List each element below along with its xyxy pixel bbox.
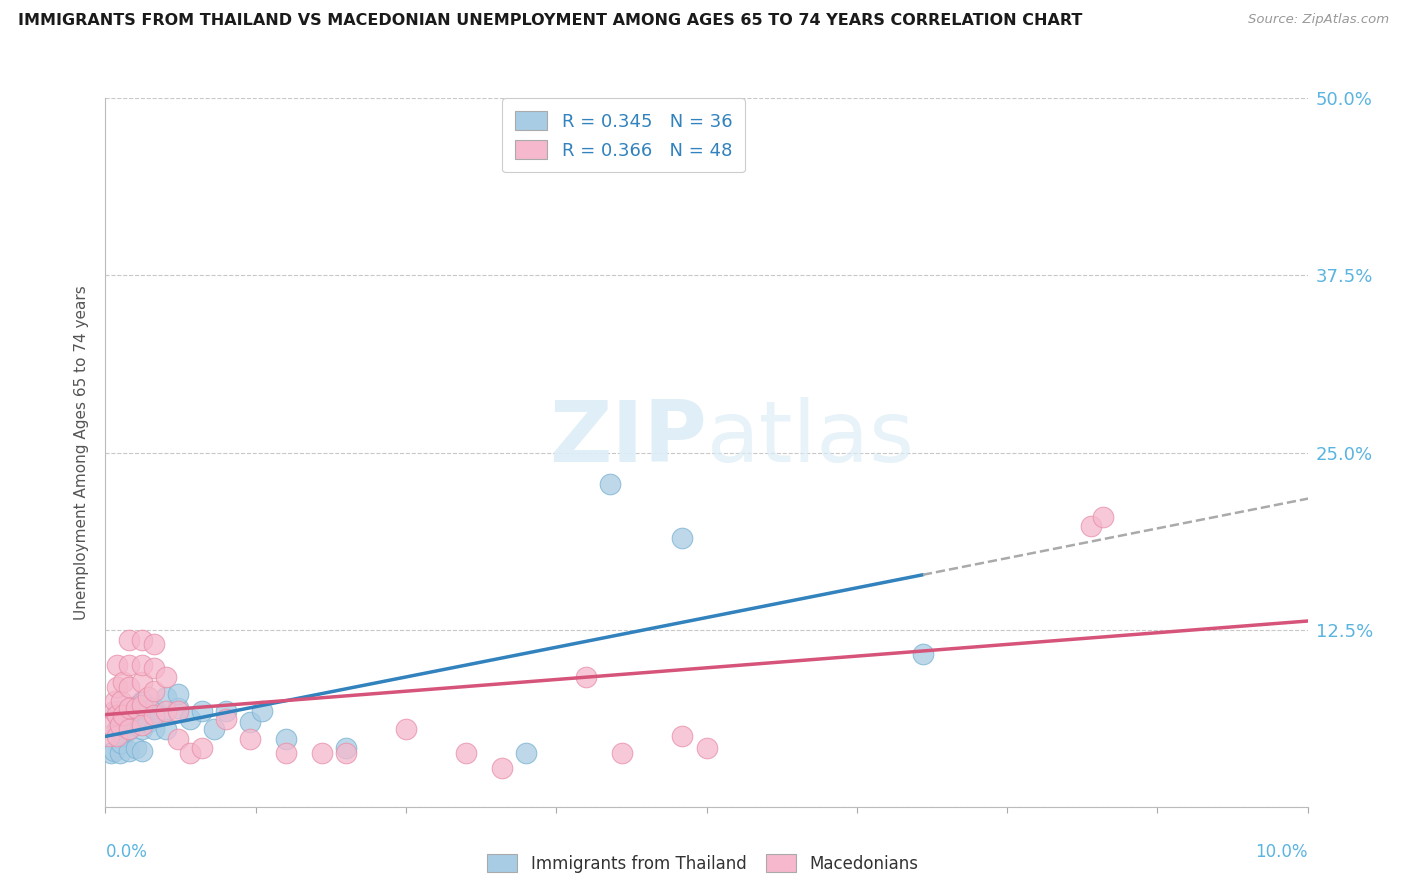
Point	[131, 658, 153, 673]
Point	[274, 747, 297, 761]
Point	[202, 723, 225, 737]
Point	[100, 747, 122, 761]
Point	[335, 747, 357, 761]
Point	[239, 715, 262, 730]
Point	[179, 747, 201, 761]
Point	[118, 701, 141, 715]
Point	[124, 701, 146, 715]
Point	[142, 684, 165, 698]
Point	[110, 694, 132, 708]
Point	[131, 675, 153, 690]
Point	[142, 661, 165, 675]
Text: ZIP: ZIP	[548, 397, 707, 480]
Point	[696, 740, 718, 755]
Text: 0.0%: 0.0%	[105, 843, 148, 861]
Point	[166, 701, 188, 715]
Point	[612, 747, 634, 761]
Point	[112, 730, 135, 744]
Point	[155, 670, 177, 684]
Point	[107, 704, 129, 718]
Point	[1092, 509, 1115, 524]
Point	[131, 723, 153, 737]
Point	[599, 476, 621, 491]
Point	[131, 743, 153, 757]
Point	[166, 687, 188, 701]
Point	[155, 690, 177, 704]
Point	[575, 670, 598, 684]
Point	[118, 632, 141, 647]
Point	[190, 704, 212, 718]
Point	[108, 718, 131, 732]
Point	[148, 708, 170, 723]
Point	[118, 680, 141, 694]
Point	[491, 760, 513, 774]
Point	[104, 694, 127, 708]
Point	[671, 531, 693, 545]
Point	[274, 732, 297, 747]
Point	[136, 715, 159, 730]
Point	[155, 704, 177, 718]
Point	[190, 740, 212, 755]
Point	[179, 712, 201, 726]
Point	[454, 747, 477, 761]
Point	[98, 730, 121, 744]
Point	[335, 740, 357, 755]
Legend: Immigrants from Thailand, Macedonians: Immigrants from Thailand, Macedonians	[481, 847, 925, 880]
Point	[155, 723, 177, 737]
Point	[142, 708, 165, 723]
Point	[100, 718, 122, 732]
Point	[142, 701, 165, 715]
Point	[131, 632, 153, 647]
Point	[118, 723, 141, 737]
Point	[103, 743, 125, 757]
Point	[110, 736, 132, 750]
Point	[131, 718, 153, 732]
Point	[124, 740, 146, 755]
Point	[166, 732, 188, 747]
Point	[107, 658, 129, 673]
Point	[118, 743, 141, 757]
Point	[131, 694, 153, 708]
Point	[671, 730, 693, 744]
Legend: R = 0.345   N = 36, R = 0.366   N = 48: R = 0.345 N = 36, R = 0.366 N = 48	[502, 98, 745, 172]
Point	[239, 732, 262, 747]
Text: Source: ZipAtlas.com: Source: ZipAtlas.com	[1249, 13, 1389, 27]
Text: IMMIGRANTS FROM THAILAND VS MACEDONIAN UNEMPLOYMENT AMONG AGES 65 TO 74 YEARS CO: IMMIGRANTS FROM THAILAND VS MACEDONIAN U…	[18, 13, 1083, 29]
Point	[121, 708, 143, 723]
Point	[142, 723, 165, 737]
Point	[911, 647, 934, 661]
Point	[395, 723, 418, 737]
Point	[311, 747, 333, 761]
Y-axis label: Unemployment Among Ages 65 to 74 years: Unemployment Among Ages 65 to 74 years	[75, 285, 90, 620]
Point	[112, 715, 135, 730]
Point	[107, 730, 129, 744]
Point	[214, 704, 236, 718]
Point	[136, 690, 159, 704]
Point	[1080, 519, 1102, 533]
Point	[107, 680, 129, 694]
Point	[131, 698, 153, 713]
Point	[166, 704, 188, 718]
Point	[107, 723, 129, 737]
Point	[515, 747, 537, 761]
Point	[250, 704, 273, 718]
Point	[118, 658, 141, 673]
Point	[112, 675, 135, 690]
Point	[118, 723, 141, 737]
Point	[124, 718, 146, 732]
Point	[142, 637, 165, 651]
Point	[214, 712, 236, 726]
Point	[103, 704, 125, 718]
Text: atlas: atlas	[707, 397, 914, 480]
Point	[107, 708, 129, 723]
Text: 10.0%: 10.0%	[1256, 843, 1308, 861]
Point	[112, 708, 135, 723]
Point	[108, 747, 131, 761]
